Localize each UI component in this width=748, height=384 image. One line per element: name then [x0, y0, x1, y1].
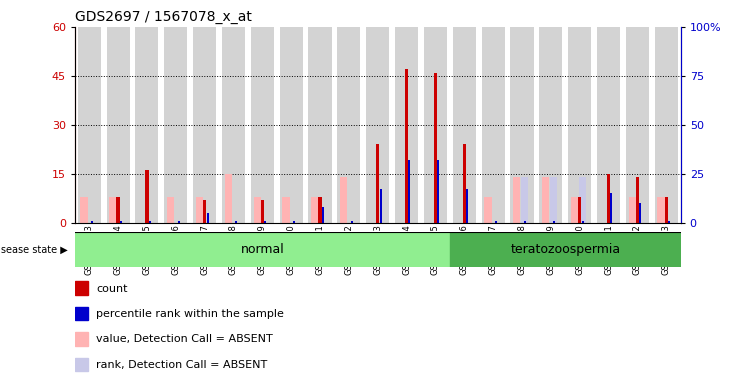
- Bar: [351, 221, 353, 223]
- Bar: [280, 27, 303, 223]
- Bar: [264, 221, 266, 223]
- Bar: [438, 160, 439, 223]
- Bar: [106, 27, 129, 223]
- Bar: [405, 70, 408, 223]
- Bar: [311, 197, 319, 223]
- Bar: [513, 177, 521, 223]
- Bar: [367, 27, 389, 223]
- Bar: [579, 177, 586, 223]
- Bar: [607, 174, 610, 223]
- Bar: [78, 27, 101, 223]
- Bar: [193, 27, 216, 223]
- Bar: [81, 197, 88, 223]
- Bar: [664, 197, 668, 223]
- Bar: [578, 197, 581, 223]
- Bar: [319, 197, 322, 223]
- Bar: [203, 200, 206, 223]
- Bar: [75, 332, 88, 346]
- Bar: [524, 221, 526, 223]
- Text: GDS2697 / 1567078_x_at: GDS2697 / 1567078_x_at: [75, 10, 251, 25]
- Bar: [109, 197, 117, 223]
- Bar: [308, 27, 331, 223]
- Text: normal: normal: [240, 243, 284, 256]
- Text: count: count: [96, 283, 127, 294]
- Bar: [260, 200, 264, 223]
- Bar: [571, 197, 578, 223]
- Bar: [337, 27, 361, 223]
- Bar: [495, 221, 497, 223]
- Bar: [610, 194, 613, 223]
- Bar: [283, 197, 289, 223]
- Bar: [149, 221, 151, 223]
- Bar: [582, 221, 583, 223]
- Bar: [224, 174, 232, 223]
- Bar: [293, 221, 295, 223]
- Bar: [251, 27, 274, 223]
- Bar: [640, 203, 641, 223]
- Bar: [553, 221, 555, 223]
- Bar: [550, 177, 557, 223]
- Bar: [521, 177, 528, 223]
- Bar: [485, 197, 491, 223]
- Bar: [196, 197, 203, 223]
- Bar: [568, 27, 591, 223]
- Bar: [75, 232, 450, 267]
- Bar: [628, 197, 636, 223]
- Bar: [340, 177, 347, 223]
- Bar: [178, 221, 180, 223]
- Text: value, Detection Call = ABSENT: value, Detection Call = ABSENT: [96, 334, 273, 344]
- Bar: [450, 232, 681, 267]
- Bar: [75, 358, 88, 371]
- Text: percentile rank within the sample: percentile rank within the sample: [96, 309, 284, 319]
- Bar: [510, 27, 533, 223]
- Bar: [236, 221, 237, 223]
- Bar: [91, 221, 93, 223]
- Bar: [206, 213, 209, 223]
- Text: rank, Detection Call = ABSENT: rank, Detection Call = ABSENT: [96, 360, 267, 370]
- Bar: [117, 197, 120, 223]
- Bar: [453, 27, 476, 223]
- Bar: [120, 221, 122, 223]
- Bar: [222, 27, 245, 223]
- Bar: [145, 170, 149, 223]
- Bar: [434, 73, 437, 223]
- Bar: [542, 177, 549, 223]
- Bar: [395, 27, 418, 223]
- Bar: [254, 197, 261, 223]
- Text: disease state ▶: disease state ▶: [0, 245, 67, 255]
- Bar: [539, 27, 562, 223]
- Bar: [668, 221, 670, 223]
- Bar: [322, 207, 324, 223]
- Bar: [654, 27, 678, 223]
- Bar: [462, 144, 466, 223]
- Bar: [626, 27, 649, 223]
- Bar: [165, 27, 187, 223]
- Bar: [408, 160, 411, 223]
- Bar: [597, 27, 620, 223]
- Text: teratozoospermia: teratozoospermia: [510, 243, 620, 256]
- Bar: [482, 27, 505, 223]
- Bar: [380, 189, 381, 223]
- Bar: [75, 307, 88, 320]
- Bar: [75, 281, 88, 295]
- Bar: [135, 27, 159, 223]
- Bar: [657, 197, 665, 223]
- Bar: [636, 177, 639, 223]
- Bar: [466, 189, 468, 223]
- Bar: [424, 27, 447, 223]
- Bar: [376, 144, 379, 223]
- Bar: [167, 197, 174, 223]
